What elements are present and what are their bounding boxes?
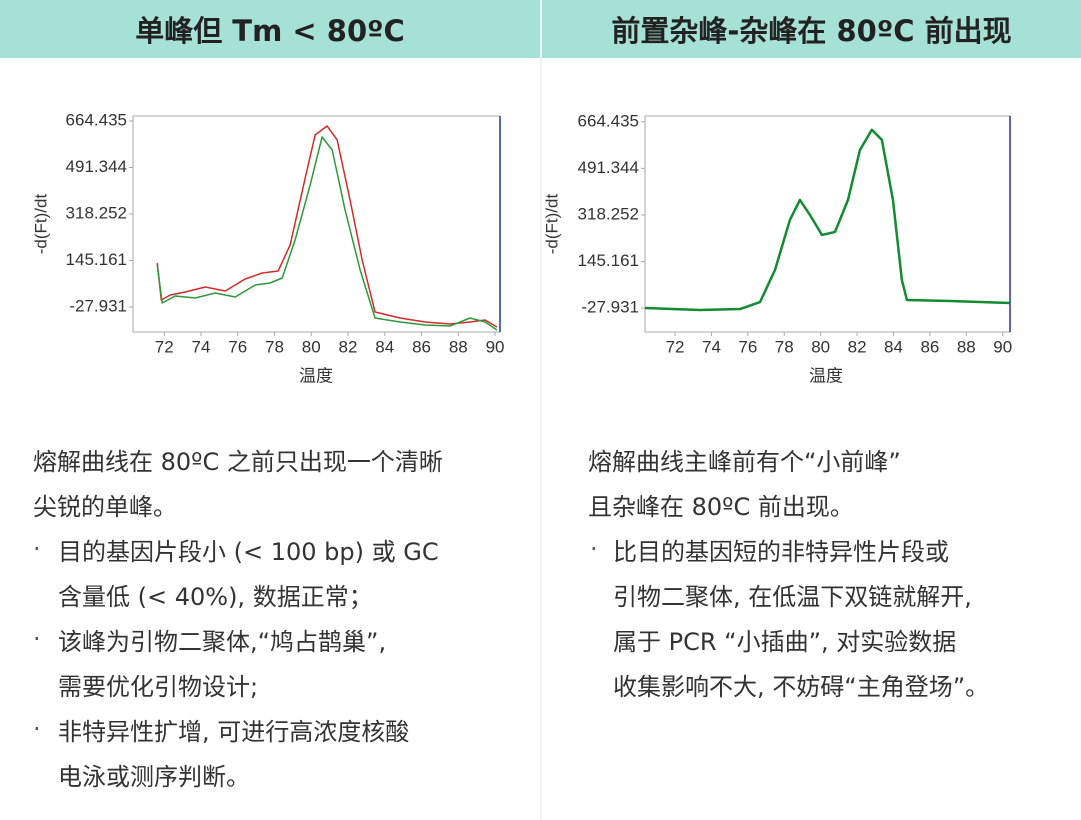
bullet-dot: · [33,715,41,743]
bullet-line: 该峰为引物二聚体,“鸠占鹊巢”, [58,628,387,656]
y-tick-label: 145.161 [578,251,639,270]
paragraph-line: 尖锐的单峰。 [33,493,177,521]
x-tick-label: 78 [265,337,284,356]
x-tick-label: 88 [449,337,468,356]
x-tick-label: 74 [192,337,211,356]
paragraph-line: 且杂峰在 80ºC 前出现。 [588,493,854,521]
bullet-line: 收集影响不大, 不妨碍“主角登场”。 [613,673,990,701]
x-tick-label: 76 [738,337,757,356]
x-axis-label: 温度 [299,366,333,385]
x-axis-label: 温度 [809,366,843,385]
plot-frame [132,115,500,333]
bullet-dot: · [590,535,598,563]
y-tick-label: 318.252 [578,204,639,223]
charts: -27.931 145.161 318.252 491.344 664.435 72 74 7… [31,110,1012,385]
bullet-dot: · [33,535,41,563]
x-tick-label: 82 [339,337,358,356]
y-axis-label: -d(Ft)/dt [542,194,561,255]
x-tick-label: 88 [957,337,976,356]
x-tick-label: 90 [486,337,505,356]
x-tick-label: 78 [775,337,794,356]
x-tick-label: 80 [302,337,321,356]
x-tick-label: 76 [228,337,247,356]
bullet-line: 目的基因片段小 (< 100 bp) 或 GC [58,538,439,566]
paragraph-line: 熔解曲线主峰前有个“小前峰” [588,448,901,476]
panel-header: 前置杂峰-杂峰在 80ºC 前出现 [542,0,1081,58]
bullet-line: 需要优化引物设计; [58,673,259,701]
divider [540,0,542,820]
y-tick-label: 491.344 [66,157,127,176]
y-tick-label: 145.161 [66,250,127,269]
y-tick-label: 318.252 [66,203,127,222]
panel-header: 单峰但 Tm < 80ºC [0,0,540,58]
bullet-dot: · [33,625,41,653]
y-tick-label: -27.931 [69,296,127,315]
x-tick-label: 90 [993,337,1012,356]
bullet-line: 比目的基因短的非特异性片段或 [613,538,949,566]
x-tick-label: 84 [884,337,903,356]
x-tick-label: 74 [702,337,721,356]
plot-frame [644,115,1010,333]
x-tick-label: 86 [412,337,431,356]
y-tick-label: 664.435 [578,111,639,130]
y-tick-label: 664.435 [66,110,127,129]
data-line [156,125,498,328]
data-line [644,128,1011,312]
data-line [156,136,498,331]
x-tick-label: 72 [666,337,685,356]
bullet-line: 非特异性扩增, 可进行高浓度核酸 [58,718,410,746]
x-tick-label: 84 [375,337,394,356]
x-tick-label: 72 [155,337,174,356]
bullet-line: 引物二聚体, 在低温下双链就解开, [613,583,972,611]
x-tick-label: 86 [920,337,939,356]
y-tick-label: 491.344 [578,158,639,177]
bullet-line: 属于 PCR “小插曲”, 对实验数据 [613,628,957,656]
bullet-line: 含量低 (< 40%), 数据正常； [58,583,373,611]
x-tick-label: 80 [811,337,830,356]
y-tick-label: -27.931 [581,298,639,317]
x-tick-label: 82 [848,337,867,356]
bullet-line: 电泳或测序判断。 [58,763,250,791]
y-axis-label: -d(Ft)/dt [31,194,50,255]
paragraph-line: 熔解曲线在 80ºC 之前只出现一个清晰 [33,448,443,476]
